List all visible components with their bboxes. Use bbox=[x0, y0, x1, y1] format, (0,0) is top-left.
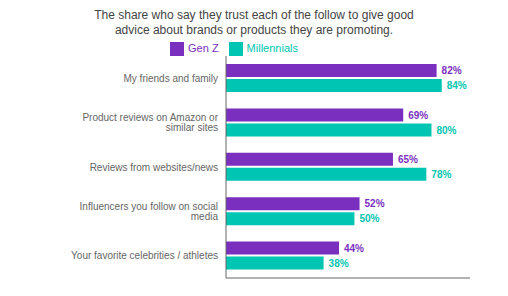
svg-text:82%: 82% bbox=[442, 65, 462, 76]
html-text:Millennials: Millennials bbox=[246, 42, 298, 54]
html-text:advice about brands or product: advice about brands or products they are… bbox=[114, 23, 394, 37]
svg-text:Influencers you follow on soci: Influencers you follow on socialmedia bbox=[80, 201, 219, 222]
svg-text:80%: 80% bbox=[436, 125, 456, 136]
svg-text:Product reviews on Amazon orsi: Product reviews on Amazon orsimilar site… bbox=[82, 112, 218, 133]
svg-text:52%: 52% bbox=[365, 198, 385, 209]
html-text:The share who say they trust e: The share who say they trust each of the… bbox=[94, 8, 414, 22]
svg-text:Reviews from websites/news: Reviews from websites/news bbox=[90, 162, 218, 173]
svg-text:69%: 69% bbox=[408, 110, 428, 121]
svg-text:My friends and family: My friends and family bbox=[124, 73, 218, 84]
svg-text:84%: 84% bbox=[447, 80, 467, 91]
svg-text:Your favorite celebrities / at: Your favorite celebrities / athletes bbox=[71, 250, 218, 261]
html-text:Gen Z: Gen Z bbox=[188, 42, 219, 54]
svg-text:50%: 50% bbox=[359, 213, 379, 224]
svg-text:44%: 44% bbox=[344, 243, 364, 254]
svg-text:65%: 65% bbox=[398, 154, 418, 165]
svg-text:38%: 38% bbox=[329, 258, 349, 269]
svg-text:78%: 78% bbox=[431, 169, 451, 180]
